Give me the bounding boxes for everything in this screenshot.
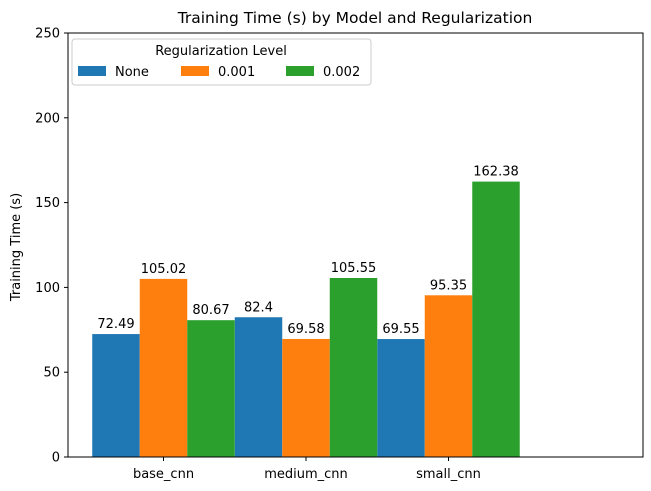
bar-medium_cnn-None <box>234 317 283 457</box>
legend-label: 0.001 <box>218 65 255 80</box>
y-tick-label: 250 <box>35 27 60 42</box>
x-tick-label: base_cnn <box>133 467 194 482</box>
y-tick-label: 0 <box>52 451 60 466</box>
bar-small_cnn-None <box>377 339 425 457</box>
bar-small_cnn-0_002 <box>472 181 520 457</box>
bar-value-label: 80.67 <box>192 303 229 318</box>
bar-labels-layer: 72.49 82.4 69.55 105.02 69.58 95.35 80.67 105.5… <box>97 165 518 337</box>
bar-base_cnn-None <box>92 334 140 457</box>
x-axis-ticks: base_cnn medium_cnn small_cnn <box>133 457 481 482</box>
legend-label: None <box>115 65 149 80</box>
y-tick-label: 100 <box>35 281 60 296</box>
bar-value-label: 105.02 <box>141 262 187 277</box>
bar-value-label: 82.4 <box>244 300 273 315</box>
legend: Regularization Level None 0.001 0.002 <box>71 38 372 86</box>
plot-frame <box>67 32 644 458</box>
legend-items: None 0.001 0.002 <box>78 65 360 80</box>
bar-value-label: 69.55 <box>382 322 419 337</box>
legend-swatch <box>181 66 209 76</box>
legend-label: 0.002 <box>323 65 360 80</box>
bar-base_cnn-0_002 <box>187 320 235 457</box>
bar-small_cnn-0_001 <box>424 295 473 457</box>
bar-value-label: 69.58 <box>287 322 324 337</box>
y-tick-label: 150 <box>35 196 60 211</box>
bar-medium_cnn-0_001 <box>282 338 330 457</box>
y-tick-label: 50 <box>43 366 60 381</box>
bar-value-label: 72.49 <box>97 317 134 332</box>
y-tick-label: 200 <box>35 111 60 126</box>
bar-medium_cnn-0_002 <box>329 277 378 457</box>
x-tick-label: medium_cnn <box>264 467 348 482</box>
legend-title: Regularization Level <box>155 44 287 59</box>
legend-swatch <box>78 66 106 76</box>
x-tick-label: small_cnn <box>416 467 481 482</box>
bar-value-label: 162.38 <box>473 165 519 180</box>
y-axis-ticks: 0 50 100 150 200 250 <box>35 27 68 466</box>
y-axis-label: Training Time (s) <box>9 193 24 302</box>
legend-swatch <box>286 66 314 76</box>
bar-value-label: 105.55 <box>331 261 377 276</box>
chart-title: Training Time (s) by Model and Regulariz… <box>177 9 533 27</box>
bars-layer <box>92 181 520 457</box>
bar-base_cnn-0_001 <box>139 278 188 457</box>
bar-value-label: 95.35 <box>430 278 467 293</box>
